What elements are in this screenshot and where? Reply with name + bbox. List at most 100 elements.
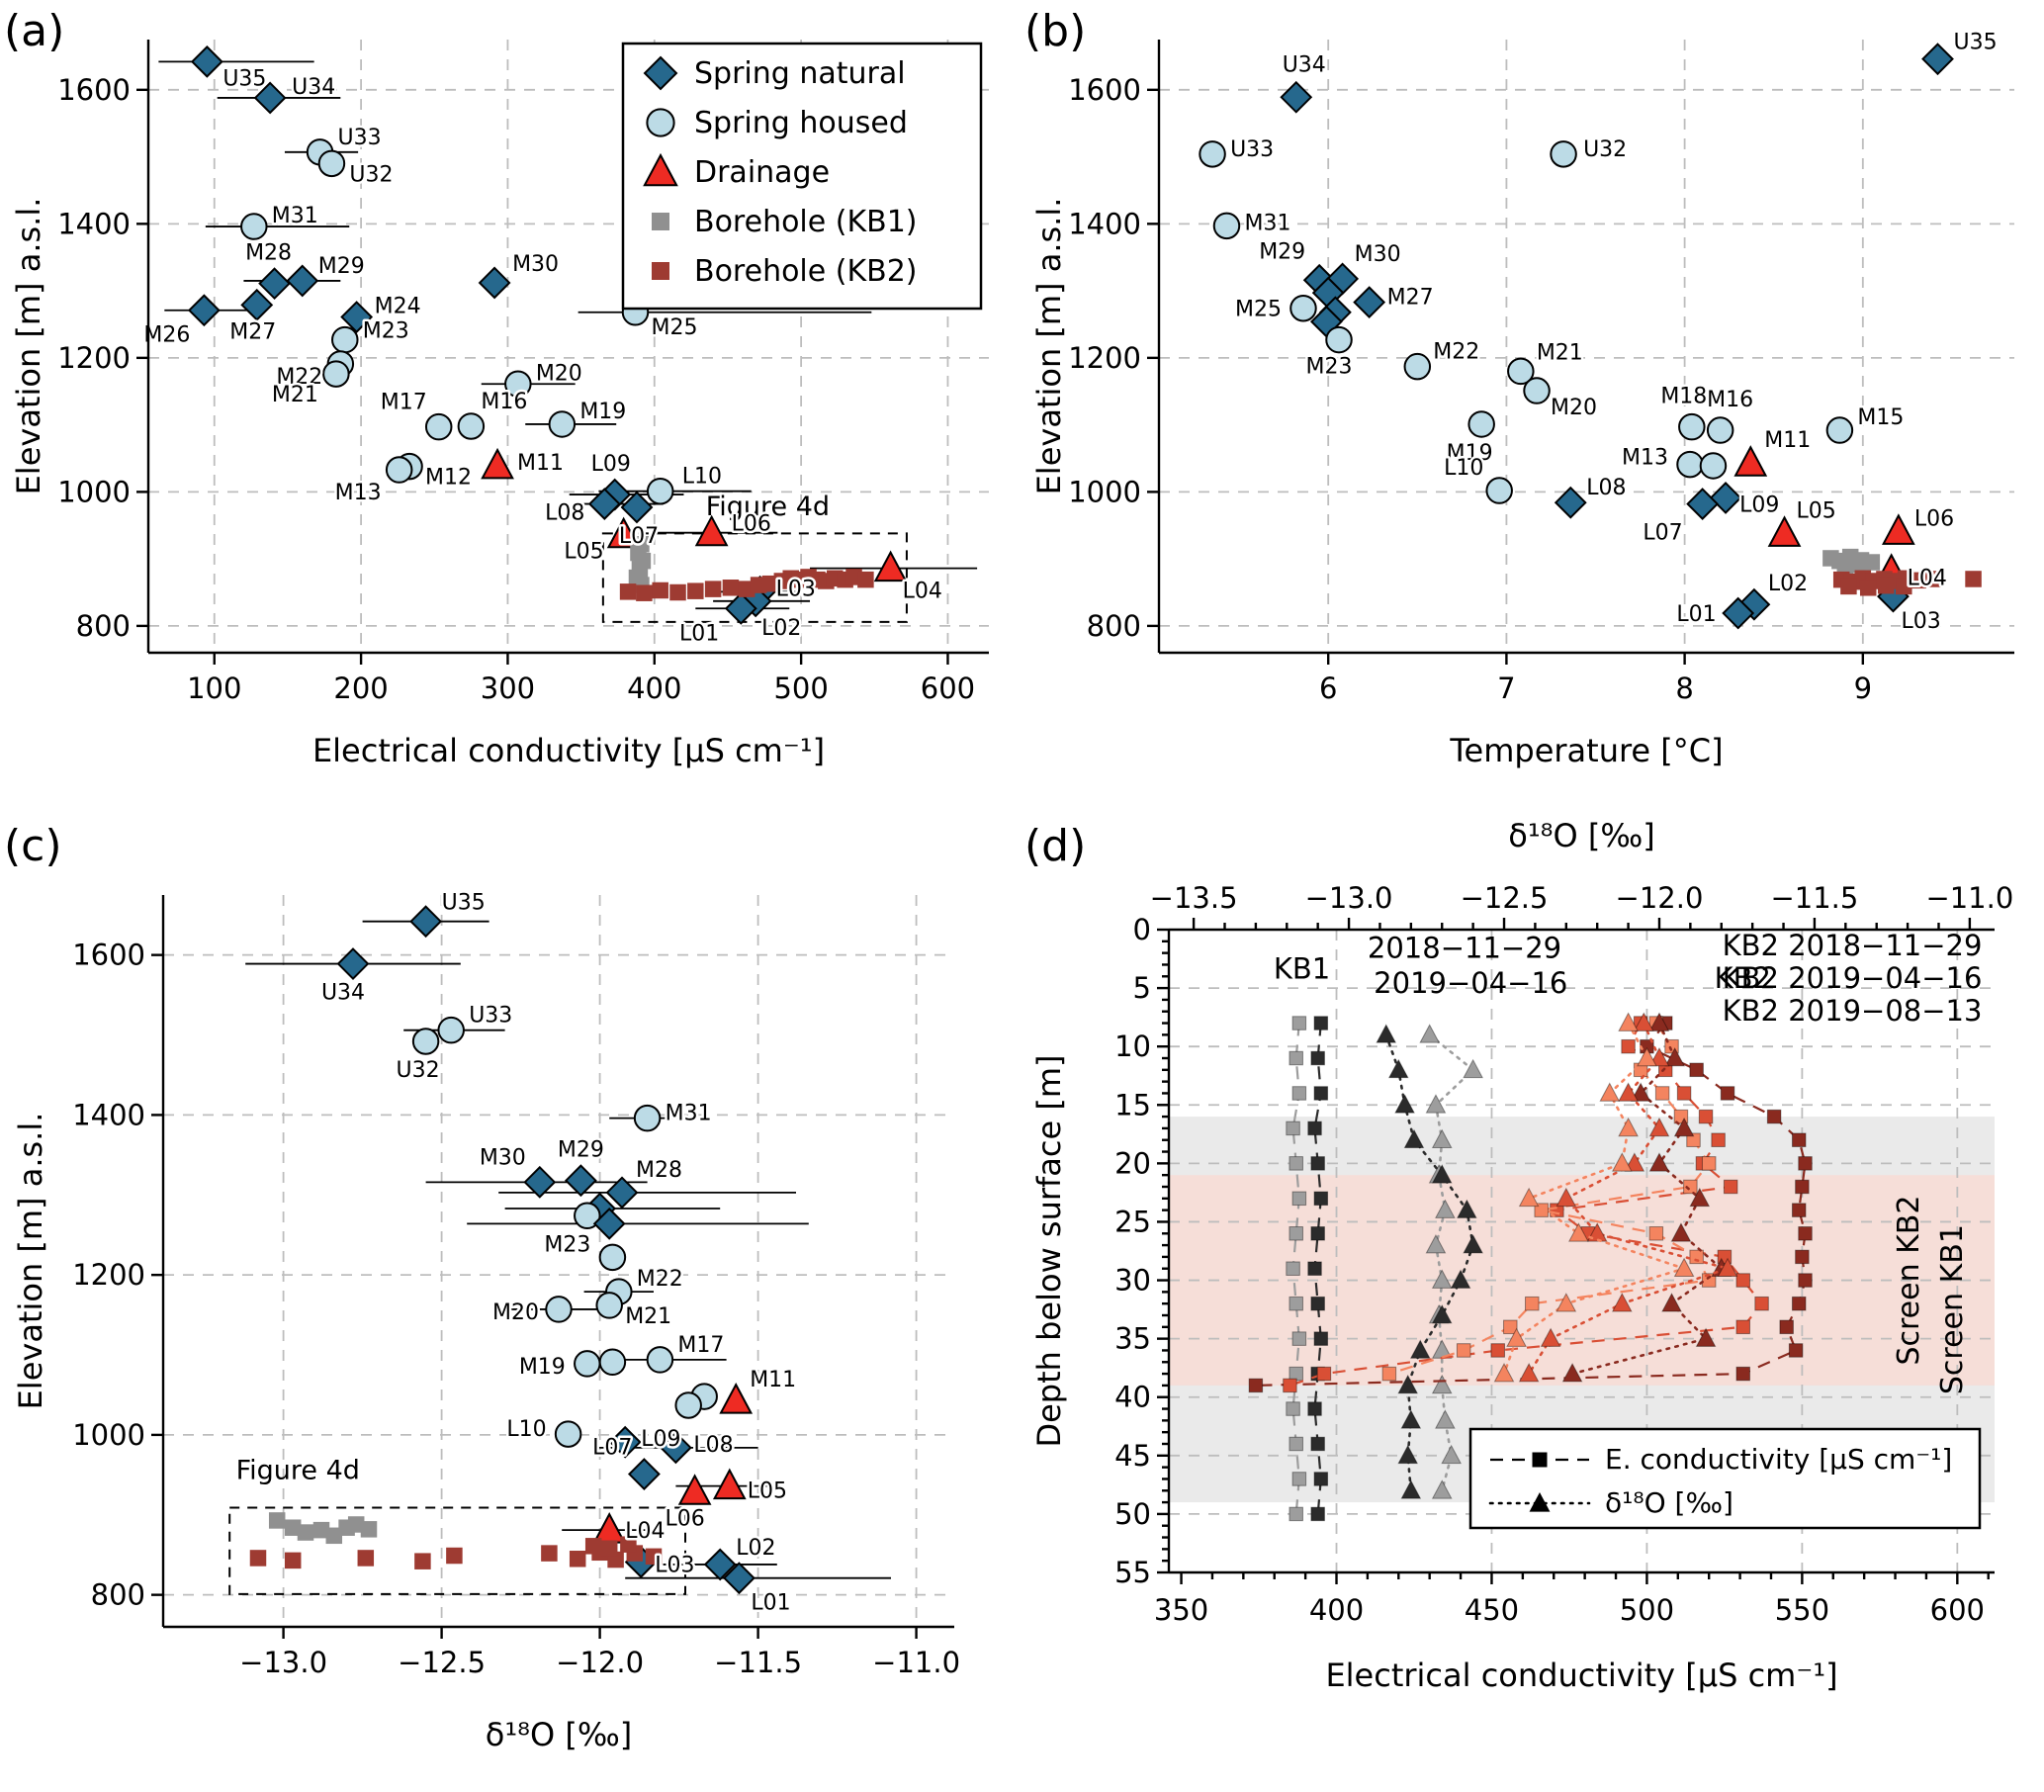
square-marker [652, 262, 669, 280]
square-marker [857, 571, 874, 588]
point-label-M26: M26 [143, 323, 190, 348]
svg-text:1400: 1400 [1068, 207, 1141, 240]
svg-text:1200: 1200 [57, 341, 131, 375]
triangle-marker [606, 516, 641, 549]
triangle-marker [1695, 1327, 1717, 1347]
svg-text:10: 10 [1114, 1030, 1151, 1063]
triangle-marker [1400, 1479, 1422, 1499]
diamond-marker [336, 947, 370, 980]
circle-marker [674, 1391, 702, 1419]
screen-band-label: Screen KB1 [1935, 1224, 1970, 1394]
square-marker [1720, 1086, 1735, 1101]
triangle-marker [1648, 1046, 1670, 1067]
y-axis-title: Elevation [m] a.s.l. [1030, 198, 1068, 495]
panel-c-d18o-vs-elevation: Figure 4d U35 U34 U33 U32 M31 M30 M29 M28 M23 M22 M… [4, 821, 960, 1753]
square-marker [1791, 1296, 1807, 1311]
panel-d-borehole-depth-profiles: 350 400 450 500 550 600−13.5 −13.0 −12.5 −12.0 −1… [1024, 817, 2013, 1694]
triangle-marker [1518, 1187, 1540, 1208]
triangle-marker [1555, 1293, 1577, 1312]
point-label-M20: M20 [492, 1300, 539, 1325]
triangle-marker [1637, 1046, 1657, 1067]
circle-marker [1212, 212, 1241, 240]
triangle-marker [1397, 1444, 1419, 1465]
square-marker [669, 583, 686, 601]
triangle-marker [1400, 1409, 1422, 1429]
triangle-marker [1618, 1082, 1639, 1102]
square-marker [619, 583, 637, 600]
square-marker [1698, 1109, 1714, 1124]
svg-text:−11.5: −11.5 [1770, 881, 1858, 915]
top-axis-title: δ¹⁸O [‰] [1508, 817, 1655, 854]
point-label-M19: M19 [1447, 441, 1493, 466]
y-axis-title: Elevation [m] a.s.l. [12, 1113, 49, 1410]
square-marker [1532, 1452, 1548, 1468]
triangle-marker [1673, 1257, 1695, 1278]
square-marker [636, 584, 653, 601]
diamond-marker [564, 1164, 597, 1198]
legend-label: Drainage [694, 155, 830, 190]
point-labels: U35 U34 U33 U32 M31 M29 M30 M27 M25 M23 M22 M21 M20 M… [1228, 28, 2000, 636]
point-label-U32: U32 [397, 1058, 440, 1083]
diamond-marker [478, 266, 511, 300]
circle-marker [1403, 352, 1432, 381]
svg-text:350: 350 [1154, 1593, 1208, 1627]
x-axis-title: δ¹⁸O [‰] [486, 1716, 633, 1753]
square-marker [1910, 572, 1926, 589]
square-marker [360, 1521, 378, 1538]
point-label-L05: L05 [564, 540, 603, 565]
point-label-M28: M28 [245, 241, 292, 266]
triangle-marker [1419, 1024, 1441, 1043]
svg-text:5: 5 [1133, 971, 1151, 1005]
circle-marker [1706, 416, 1734, 444]
diamond-marker [409, 905, 443, 939]
square-marker [1286, 1401, 1300, 1416]
square-marker [1381, 1366, 1397, 1382]
square-marker [1289, 1156, 1303, 1171]
triangle-marker [1457, 1199, 1477, 1218]
x-axis-title: Electrical conductivity [µS cm⁻¹] [312, 732, 825, 769]
svg-text:800: 800 [76, 609, 131, 643]
figure-4d-outline-box [228, 1506, 686, 1595]
svg-text:50: 50 [1114, 1497, 1151, 1531]
triangle-marker [1435, 1409, 1456, 1429]
figure-4d-annotation: Figure 4d [236, 1455, 360, 1485]
diamond-marker [724, 591, 757, 625]
square-marker [312, 1521, 330, 1539]
svg-text:8: 8 [1675, 672, 1693, 705]
triangle-marker [1664, 1046, 1686, 1067]
triangle-marker [1661, 1293, 1682, 1312]
point-label-L10: L10 [682, 465, 722, 490]
point-label-L08: L08 [1586, 476, 1626, 500]
square-marker [1779, 1319, 1794, 1335]
triangle-marker [1561, 1363, 1583, 1383]
triangle-marker [694, 514, 729, 547]
triangle-marker [1648, 1012, 1670, 1031]
data-points [1199, 43, 1982, 630]
square-marker [268, 1512, 286, 1529]
point-label-M17: M17 [381, 391, 427, 415]
legend-label: Spring housed [694, 106, 908, 140]
diamond-marker [286, 264, 319, 298]
point-label-M13: M13 [1622, 446, 1668, 471]
point-label-L01: L01 [679, 621, 719, 646]
svg-text:550: 550 [1775, 1593, 1829, 1627]
square-marker [1286, 1261, 1300, 1276]
series-annotation: KB2 2019−08−13 [1723, 994, 1983, 1028]
point-label-L03: L03 [776, 577, 816, 601]
square-marker [1965, 571, 1982, 587]
series-annotation: KB2 2019−04−16 [1723, 961, 1983, 995]
square-marker [1313, 1472, 1329, 1486]
svg-text:100: 100 [187, 672, 241, 705]
svg-text:55: 55 [1114, 1556, 1151, 1589]
point-label-M30: M30 [1355, 242, 1401, 267]
circle-marker [1523, 377, 1551, 404]
circle-marker [424, 412, 453, 441]
diamond-marker [253, 81, 287, 115]
triangle-marker [1568, 1222, 1589, 1242]
square-marker [1754, 1296, 1769, 1311]
triangle-marker [1387, 1058, 1409, 1079]
square-marker [1925, 571, 1943, 587]
point-label-M22: M22 [637, 1267, 683, 1292]
triangle-marker [1611, 1152, 1633, 1172]
square-marker [1289, 1226, 1303, 1241]
